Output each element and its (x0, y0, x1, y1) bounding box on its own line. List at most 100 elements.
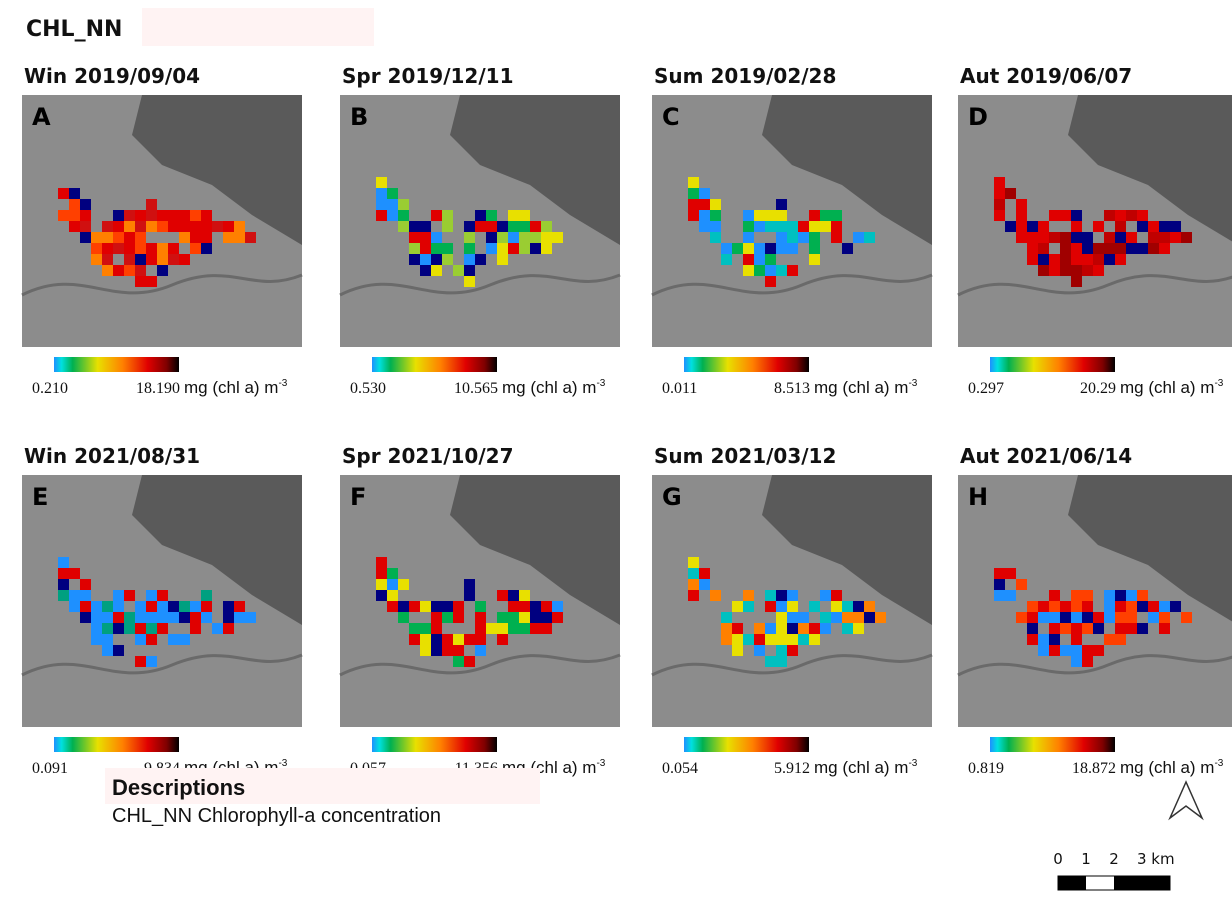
pixel-cell (1071, 276, 1082, 287)
pixel-cell (1104, 601, 1115, 612)
map-panel: Win 2021/08/31E0.0919.834mg (chl a) m-3 (22, 444, 302, 777)
pixel-cell (58, 590, 69, 601)
pixel-cell (776, 634, 787, 645)
pixel-cell (201, 590, 212, 601)
unit-text: mg (chl a) m (814, 378, 908, 397)
pixel-cell (776, 265, 787, 276)
pixel-cell (541, 232, 552, 243)
pixel-cell (1115, 634, 1126, 645)
unit-text: mg (chl a) m (502, 378, 596, 397)
pixel-cell (1115, 612, 1126, 623)
pixel-cell (486, 232, 497, 243)
pixel-cell (508, 232, 519, 243)
pixel-cell (146, 612, 157, 623)
pixel-cell (1038, 601, 1049, 612)
pixel-cell (497, 232, 508, 243)
pixel-cell (787, 612, 798, 623)
pixel-cell (530, 221, 541, 232)
pixel-cell (1137, 623, 1148, 634)
colorbar-min: 0.210 (32, 380, 68, 397)
pixel-cell (1137, 601, 1148, 612)
colorbar (990, 357, 1115, 372)
pixel-cell (743, 590, 754, 601)
pixel-cell (699, 568, 710, 579)
pixel-cell (475, 634, 486, 645)
map-panel: Sum 2019/02/28C0.0118.513mg (chl a) m-3 (652, 64, 932, 397)
pixel-cell (102, 232, 113, 243)
pixel-cell (1115, 254, 1126, 265)
pixel-cell (864, 612, 875, 623)
pixel-cell (1027, 612, 1038, 623)
pixel-cell (387, 568, 398, 579)
colorbar (684, 357, 809, 372)
pixel-cell (420, 221, 431, 232)
pixel-cell (1082, 590, 1093, 601)
pixel-cell (475, 645, 486, 656)
pixel-cell (765, 254, 776, 265)
pixel-cell (776, 590, 787, 601)
pixel-cell (179, 612, 190, 623)
pixel-cell (809, 254, 820, 265)
pixel-cell (420, 645, 431, 656)
pixel-cell (552, 612, 563, 623)
pixel-cell (1038, 221, 1049, 232)
pixel-cell (1104, 254, 1115, 265)
pixel-cell (442, 221, 453, 232)
pixel-cell (212, 221, 223, 232)
pixel-cell (1126, 612, 1137, 623)
pixel-cell (146, 590, 157, 601)
colorbar-max: 18.190 (136, 380, 180, 397)
pixel-cell (1038, 254, 1049, 265)
pixel-cell (519, 623, 530, 634)
pixel-cell (475, 623, 486, 634)
pixel-cell (853, 601, 864, 612)
pixel-cell (113, 232, 124, 243)
pixel-cell (431, 645, 442, 656)
pixel-cell (58, 568, 69, 579)
pixel-cell (464, 232, 475, 243)
pixel-cell (442, 634, 453, 645)
pixel-cell (1038, 265, 1049, 276)
pixel-cell (201, 221, 212, 232)
pixel-cell (442, 645, 453, 656)
pixel-cell (409, 634, 420, 645)
pixel-cell (102, 243, 113, 254)
pixel-cell (387, 188, 398, 199)
map-panel: Aut 2021/06/14H0.81918.872mg (chl a) m-3 (958, 444, 1232, 777)
pixel-cell (431, 601, 442, 612)
figure: CHL_NN Win 2019/09/04A0.21018.190mg (chl… (0, 0, 1232, 904)
pixel-cell (721, 623, 732, 634)
pixel-cell (776, 656, 787, 667)
pixel-cell (1159, 601, 1170, 612)
pixel-cell (91, 612, 102, 623)
unit-superscript: -3 (278, 758, 287, 769)
pixel-cell (1027, 254, 1038, 265)
pixel-cell (497, 590, 508, 601)
pixel-cell (124, 243, 135, 254)
pixel-cell (809, 601, 820, 612)
unit-label: mg (chl a) m-3 (814, 758, 918, 777)
pixel-cell (552, 232, 563, 243)
panel-letter: H (968, 483, 988, 511)
pixel-cell (831, 210, 842, 221)
pixel-cell (146, 199, 157, 210)
pixel-cell (201, 243, 212, 254)
descriptions-text: CHL_NN Chlorophyll-a concentration (112, 805, 441, 827)
pixel-cell (190, 232, 201, 243)
pixel-cell (1049, 210, 1060, 221)
pixel-cell (721, 634, 732, 645)
map-panel: Sum 2021/03/12G0.0545.912mg (chl a) m-3 (652, 444, 932, 777)
pixel-cell (431, 243, 442, 254)
pixel-cell (765, 243, 776, 254)
pixel-cell (234, 612, 245, 623)
pixel-cell (776, 232, 787, 243)
pixel-cell (91, 601, 102, 612)
pixel-cell (787, 232, 798, 243)
pixel-cell (530, 243, 541, 254)
pixel-cell (1049, 623, 1060, 634)
unit-superscript: -3 (1214, 758, 1223, 769)
pixel-cell (1126, 623, 1137, 634)
pixel-cell (508, 601, 519, 612)
pixel-cell (464, 590, 475, 601)
pixel-cell (201, 210, 212, 221)
